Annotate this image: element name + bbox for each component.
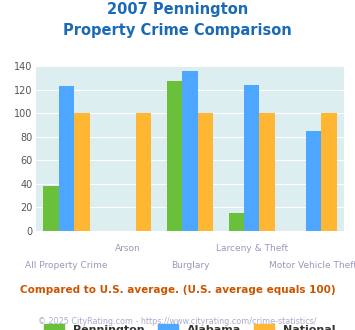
Bar <box>198 113 213 231</box>
Text: © 2025 CityRating.com - https://www.cityrating.com/crime-statistics/: © 2025 CityRating.com - https://www.city… <box>38 317 317 326</box>
Bar <box>136 113 151 231</box>
Bar <box>59 86 74 231</box>
Bar <box>229 213 244 231</box>
Text: All Property Crime: All Property Crime <box>25 261 108 270</box>
Bar <box>167 81 182 231</box>
Text: Burglary: Burglary <box>171 261 209 270</box>
Bar <box>306 131 321 231</box>
Bar <box>244 85 260 231</box>
Text: Larceny & Theft: Larceny & Theft <box>215 244 288 253</box>
Text: Property Crime Comparison: Property Crime Comparison <box>63 23 292 38</box>
Text: Motor Vehicle Theft: Motor Vehicle Theft <box>269 261 355 270</box>
Text: 2007 Pennington: 2007 Pennington <box>107 2 248 16</box>
Text: Compared to U.S. average. (U.S. average equals 100): Compared to U.S. average. (U.S. average … <box>20 285 335 295</box>
Bar <box>43 186 59 231</box>
Legend: Pennington, Alabama, National: Pennington, Alabama, National <box>40 319 340 330</box>
Bar <box>182 71 198 231</box>
Text: Arson: Arson <box>115 244 141 253</box>
Bar <box>260 113 275 231</box>
Bar <box>74 113 89 231</box>
Bar <box>321 113 337 231</box>
